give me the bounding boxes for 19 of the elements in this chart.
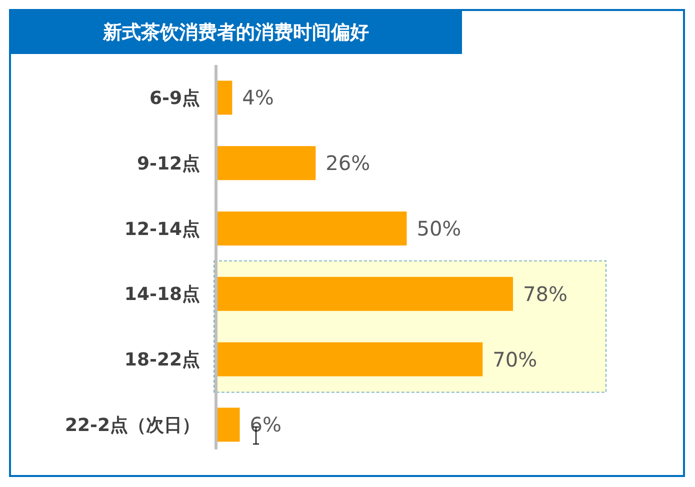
bar [217,408,240,442]
data-label: 50% [416,216,462,240]
data-label: 26% [326,151,370,176]
data-label: 78% [523,282,568,306]
y-tick-label: 22-2点（次日） [64,415,200,436]
y-tick-label: 14-18点 [124,284,200,306]
y-tick-label: 18-22点 [124,350,200,371]
bar [217,80,232,115]
chart-title: 新式茶饮消费者的消费时间偏好 [102,22,369,44]
data-label: 70% [492,347,538,372]
y-tick-label: 9-12点 [136,153,200,174]
data-label: 4% [242,86,274,110]
bar [217,146,316,180]
bar [217,211,407,246]
bar [217,276,513,311]
bar [217,342,483,376]
y-tick-label: 6-9点 [149,88,200,109]
data-label: 6% [250,412,282,437]
y-tick-label: 12-14点 [124,218,200,240]
